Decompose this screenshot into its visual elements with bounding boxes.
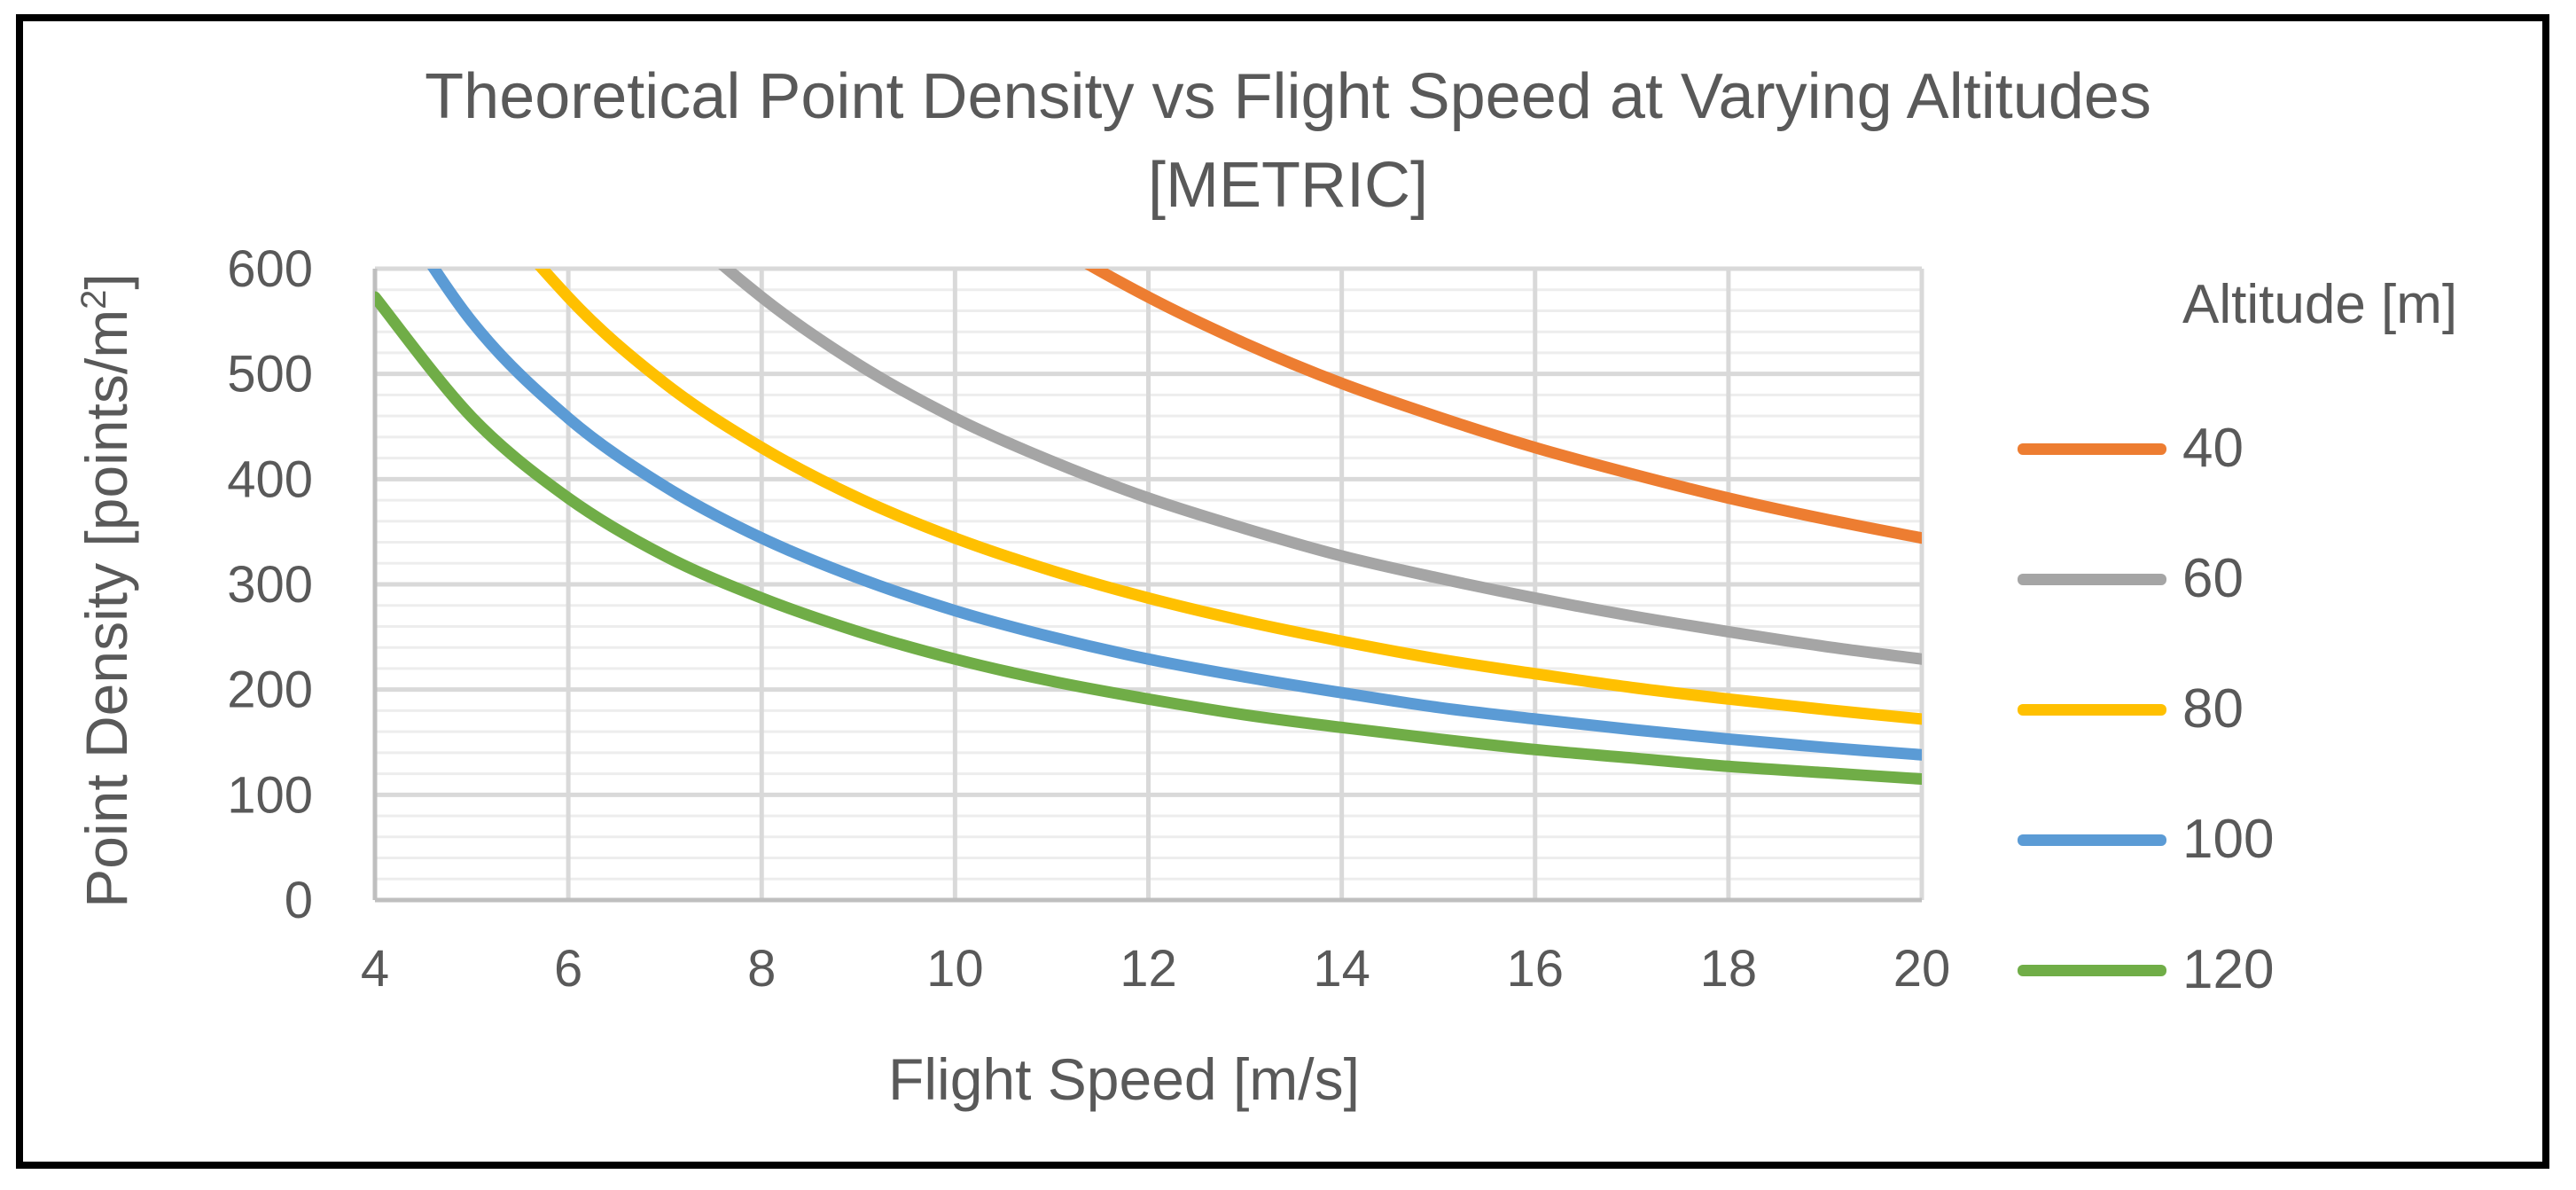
y-tick-label: 100 bbox=[227, 766, 313, 824]
y-axis-title-end: ] bbox=[74, 273, 139, 289]
chart-subtitle: [METRIC] bbox=[1148, 150, 1428, 221]
y-tick-label: 300 bbox=[227, 556, 313, 614]
y-tick-label: 500 bbox=[227, 346, 313, 403]
y-tick-labels: 0 100 200 300 400 500 600 bbox=[227, 240, 313, 929]
legend-title: Altitude [m] bbox=[2182, 274, 2458, 335]
x-tick-label: 10 bbox=[926, 940, 984, 998]
legend-swatch bbox=[2018, 834, 2166, 846]
legend-label: 100 bbox=[2182, 809, 2275, 870]
x-tick-label: 20 bbox=[1893, 940, 1951, 998]
x-tick-label: 12 bbox=[1120, 940, 1177, 998]
series-line-40 bbox=[1084, 269, 1922, 544]
legend-label: 80 bbox=[2182, 678, 2244, 740]
y-axis-title: Point Density [points/m2] bbox=[74, 273, 139, 908]
legend-label: 120 bbox=[2182, 939, 2275, 1000]
x-tick-label: 8 bbox=[747, 940, 776, 998]
axes bbox=[372, 269, 1922, 903]
x-tick-label: 14 bbox=[1313, 940, 1370, 998]
x-tick-label: 4 bbox=[361, 940, 389, 998]
legend-swatch bbox=[2018, 574, 2166, 585]
y-tick-label: 0 bbox=[285, 872, 313, 929]
y-tick-label: 600 bbox=[227, 240, 313, 298]
legend-swatch bbox=[2018, 965, 2166, 976]
series-layer bbox=[375, 269, 1922, 786]
chart-frame bbox=[16, 14, 2549, 1169]
chart-title: Theoretical Point Density vs Flight Spee… bbox=[425, 61, 2151, 132]
major-gridlines bbox=[375, 266, 1924, 900]
series-line-80 bbox=[535, 269, 1922, 725]
y-tick-label: 400 bbox=[227, 450, 313, 508]
y-axis-title-superscript: 2 bbox=[74, 290, 113, 309]
legend-label: 60 bbox=[2182, 548, 2244, 609]
y-axis-title-main: Point Density [points/m bbox=[74, 309, 139, 908]
series-line-60 bbox=[718, 269, 1922, 665]
x-tick-label: 6 bbox=[554, 940, 582, 998]
legend-label: 40 bbox=[2182, 418, 2244, 479]
x-tick-label: 18 bbox=[1700, 940, 1758, 998]
x-tick-labels: 4 6 8 10 12 14 16 18 20 bbox=[361, 940, 1950, 998]
legend-swatch bbox=[2018, 443, 2166, 455]
legend-swatch bbox=[2018, 704, 2166, 716]
y-tick-label: 200 bbox=[227, 662, 313, 719]
series-line-120 bbox=[375, 291, 1922, 786]
x-axis-title: Flight Speed [m/s] bbox=[888, 1046, 1360, 1112]
x-tick-label: 16 bbox=[1506, 940, 1564, 998]
series-line-100 bbox=[427, 269, 1922, 761]
